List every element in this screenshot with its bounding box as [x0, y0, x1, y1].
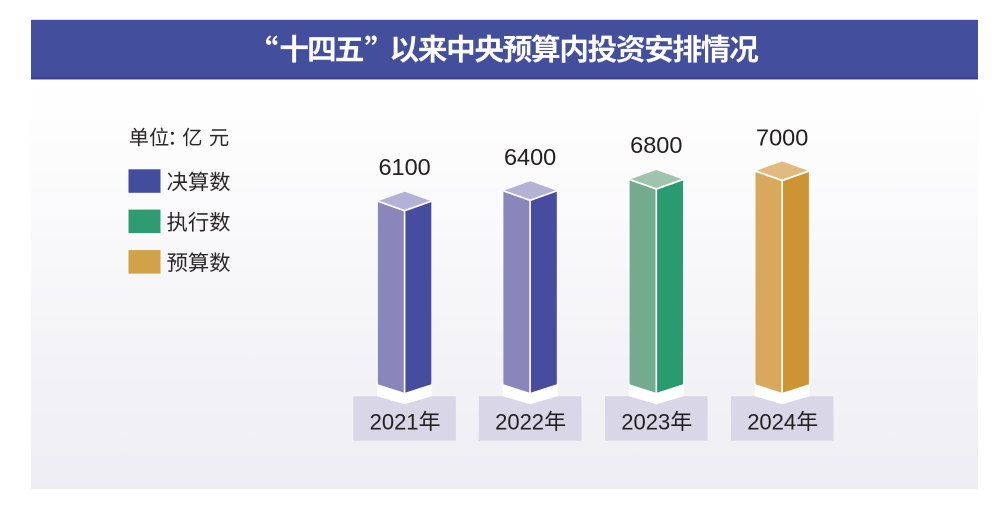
- svg-text:6100: 6100: [378, 154, 430, 180]
- svg-text:2023: 2023: [621, 409, 670, 434]
- svg-text:7000: 7000: [756, 125, 808, 151]
- svg-text:2022: 2022: [495, 409, 544, 434]
- svg-text:2024: 2024: [747, 409, 796, 434]
- svg-text:6400: 6400: [504, 144, 556, 170]
- svg-text:2021: 2021: [370, 409, 419, 434]
- svg-text:6800: 6800: [630, 132, 682, 158]
